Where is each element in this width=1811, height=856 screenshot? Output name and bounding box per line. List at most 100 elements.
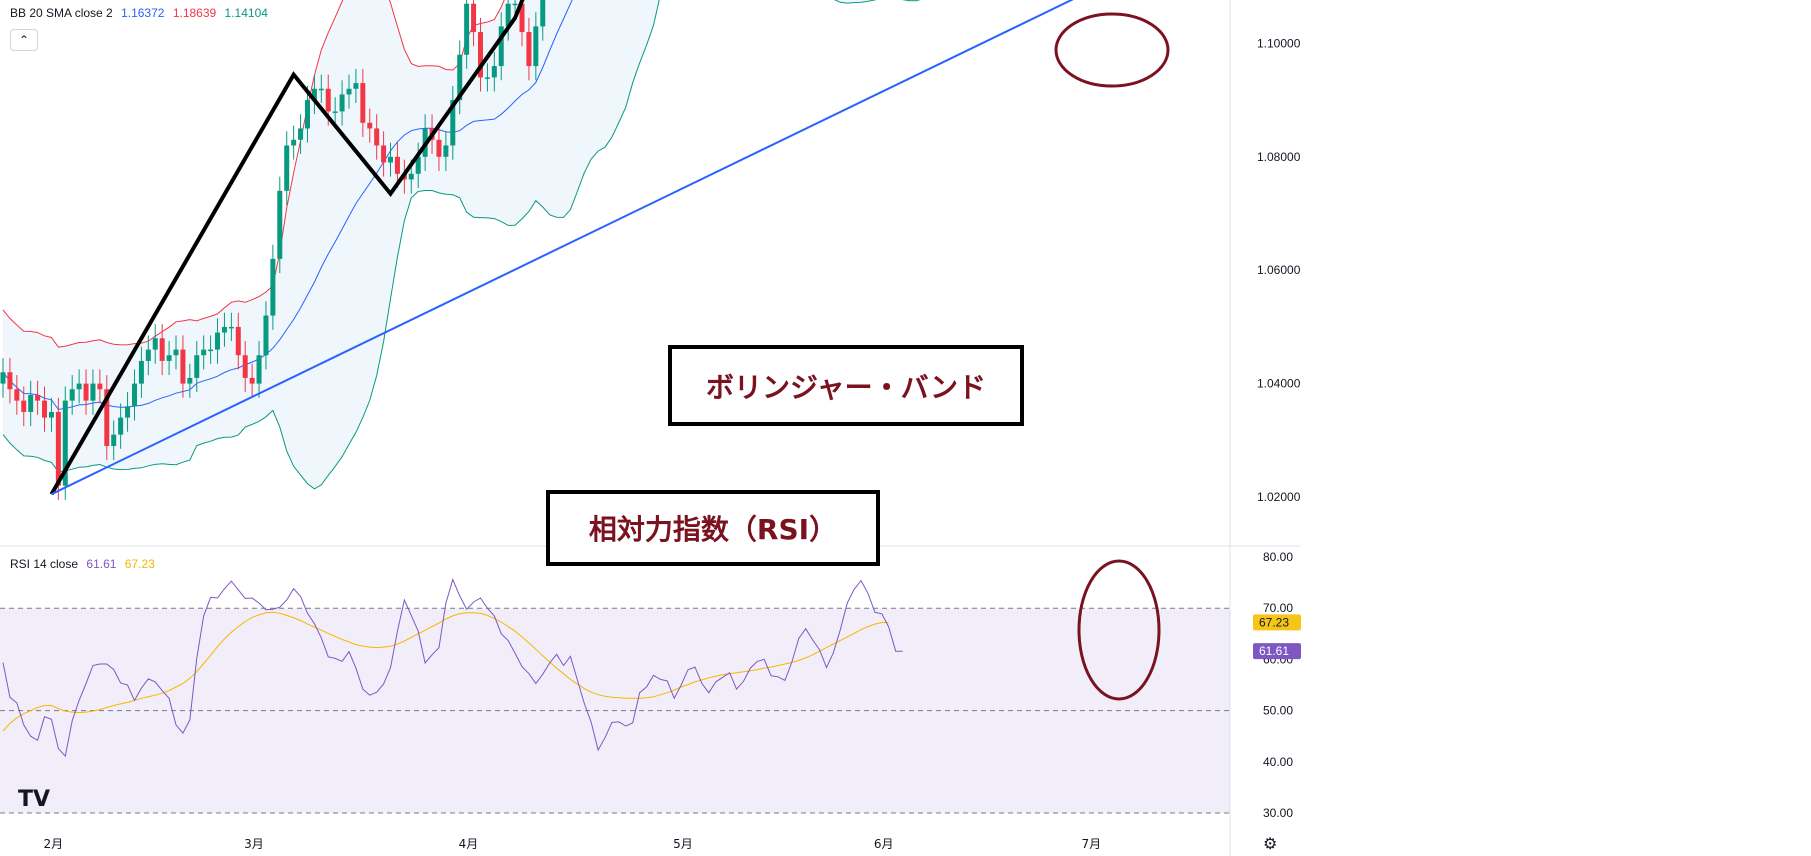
candle-body[interactable] <box>111 434 117 446</box>
candle[interactable] <box>291 125 297 160</box>
candle-body[interactable] <box>235 326 241 356</box>
candle-body[interactable] <box>318 88 324 91</box>
candle[interactable] <box>173 335 179 370</box>
candle[interactable] <box>256 341 262 398</box>
candle[interactable] <box>381 131 387 177</box>
candle[interactable] <box>270 244 276 330</box>
candle[interactable] <box>540 0 546 41</box>
candle-body[interactable] <box>97 383 103 390</box>
candle-body[interactable] <box>42 400 48 418</box>
candle[interactable] <box>394 142 400 188</box>
candle[interactable] <box>152 324 158 364</box>
candle[interactable] <box>28 380 34 427</box>
candle-body[interactable] <box>381 145 387 163</box>
bb-legend[interactable]: BB 20 SMA close 2 1.16372 1.18639 1.1410… <box>10 6 273 20</box>
candle[interactable] <box>450 85 456 160</box>
candle[interactable] <box>353 68 359 103</box>
candle[interactable] <box>249 363 255 398</box>
candle-body[interactable] <box>35 394 41 401</box>
candle[interactable] <box>118 403 124 449</box>
candle-body[interactable] <box>145 349 151 361</box>
candle[interactable] <box>131 369 137 421</box>
candle[interactable] <box>533 12 539 81</box>
candle-body[interactable] <box>325 88 331 112</box>
candle[interactable] <box>7 358 13 404</box>
candle[interactable] <box>263 301 269 370</box>
candle[interactable] <box>42 386 48 432</box>
candle-body[interactable] <box>221 326 227 333</box>
candle-body[interactable] <box>464 3 470 55</box>
candle[interactable] <box>228 312 234 342</box>
candle-body[interactable] <box>388 156 394 163</box>
candle[interactable] <box>48 397 54 432</box>
candle[interactable] <box>304 85 310 143</box>
candle[interactable] <box>187 363 193 398</box>
candle-body[interactable] <box>208 349 214 352</box>
candle-body[interactable] <box>512 3 518 6</box>
candle-body[interactable] <box>471 3 477 33</box>
candle-body[interactable] <box>138 360 144 384</box>
candle[interactable] <box>166 341 172 376</box>
candle[interactable] <box>69 375 75 415</box>
candle[interactable] <box>138 346 144 398</box>
candle[interactable] <box>90 369 96 415</box>
time-axis[interactable]: 2月 3月 4月 5月 6月 7月 <box>43 837 1101 851</box>
candle-body[interactable] <box>291 139 297 146</box>
candle-body[interactable] <box>450 100 456 146</box>
candle[interactable] <box>374 114 380 160</box>
candle-body[interactable] <box>284 145 290 191</box>
candle-body[interactable] <box>477 32 483 78</box>
candle[interactable] <box>159 324 165 376</box>
candle[interactable] <box>104 375 110 461</box>
candle-body[interactable] <box>62 400 68 486</box>
candle[interactable] <box>519 0 525 47</box>
candle[interactable] <box>360 68 366 137</box>
candle[interactable] <box>332 97 338 126</box>
candle-body[interactable] <box>394 156 400 174</box>
candle-body[interactable] <box>55 411 61 486</box>
candle-body[interactable] <box>76 383 82 390</box>
candle-body[interactable] <box>90 383 96 401</box>
candle[interactable] <box>471 0 477 47</box>
price-pane[interactable] <box>0 0 1300 856</box>
candle-body[interactable] <box>519 3 525 33</box>
candle-body[interactable] <box>21 400 27 412</box>
candle-body[interactable] <box>353 83 359 89</box>
candle[interactable] <box>505 0 511 41</box>
candle[interactable] <box>208 335 214 364</box>
candle[interactable] <box>477 17 483 92</box>
candle[interactable] <box>443 131 449 171</box>
candle-body[interactable] <box>28 394 34 412</box>
candle-body[interactable] <box>360 83 366 123</box>
tradingview-logo-icon[interactable]: TV <box>18 787 51 812</box>
candle[interactable] <box>62 386 68 500</box>
candle-body[interactable] <box>256 355 262 384</box>
candle-body[interactable] <box>298 128 304 140</box>
candle[interactable] <box>14 375 20 415</box>
candle-body[interactable] <box>201 349 207 356</box>
candle-body[interactable] <box>457 54 463 101</box>
candle[interactable] <box>0 358 6 398</box>
candle[interactable] <box>35 380 41 415</box>
candle-body[interactable] <box>491 66 497 78</box>
candle[interactable] <box>339 80 345 126</box>
candle[interactable] <box>242 341 248 393</box>
candle-body[interactable] <box>408 173 414 180</box>
candle-body[interactable] <box>118 417 124 435</box>
candle[interactable] <box>215 318 221 364</box>
candle-body[interactable] <box>505 3 511 27</box>
rsi-pane[interactable] <box>0 578 1230 814</box>
candle-body[interactable] <box>159 338 165 361</box>
candle[interactable] <box>298 114 304 154</box>
candle[interactable] <box>194 341 200 393</box>
rsi-legend[interactable]: RSI 14 close 61.61 67.23 <box>10 557 160 571</box>
candle[interactable] <box>97 369 103 404</box>
candle-body[interactable] <box>436 139 442 157</box>
candle-body[interactable] <box>173 349 179 356</box>
candle-body[interactable] <box>7 372 13 390</box>
candle-body[interactable] <box>443 145 449 157</box>
candle[interactable] <box>235 312 241 370</box>
candle-body[interactable] <box>194 355 200 378</box>
